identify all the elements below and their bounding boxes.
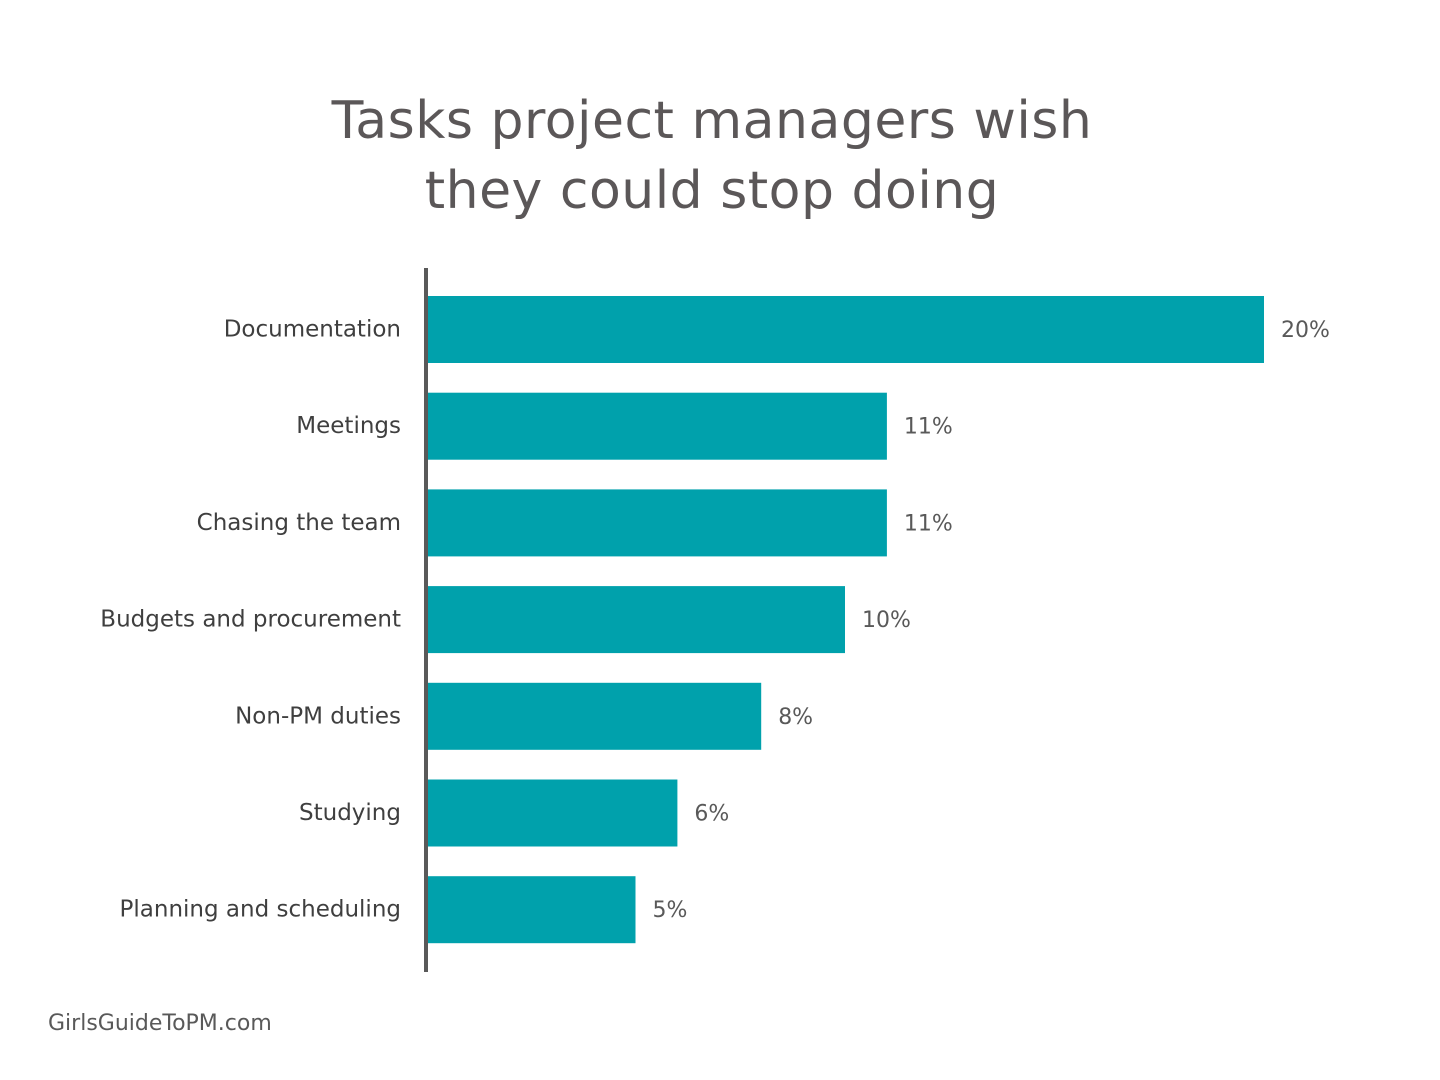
category-label: Documentation [224, 317, 401, 343]
chart-title-line-2: they could stop doing [424, 161, 1000, 221]
bars-group: Documentation 20% Meetings 11% Chasing the t… [100, 296, 1330, 944]
category-label: Planning and scheduling [120, 897, 401, 923]
bar-3 [426, 586, 845, 654]
bar-4 [426, 682, 762, 750]
value-label: 5% [653, 898, 688, 923]
bar-0 [426, 296, 1264, 363]
category-label: Non-PM duties [235, 703, 401, 729]
value-label: 6% [694, 802, 729, 827]
value-label: 8% [778, 705, 813, 730]
chart-title: Tasks project managers wish they could s… [0, 86, 1424, 226]
source-credit: GirlsGuideToPM.com [48, 1011, 272, 1036]
category-label: Studying [299, 800, 401, 826]
value-label: 20% [1281, 318, 1330, 343]
value-label: 11% [904, 415, 953, 440]
bar-6 [426, 876, 636, 944]
value-label: 10% [862, 608, 911, 633]
bar-1 [426, 392, 887, 460]
category-label: Chasing the team [197, 510, 401, 536]
category-label: Meetings [296, 413, 401, 439]
category-label: Budgets and procurement [100, 607, 401, 633]
value-label: 11% [904, 511, 953, 536]
chart-title-line-1: Tasks project managers wish [331, 91, 1093, 151]
bar-2 [426, 489, 887, 557]
bar-5 [426, 779, 678, 847]
